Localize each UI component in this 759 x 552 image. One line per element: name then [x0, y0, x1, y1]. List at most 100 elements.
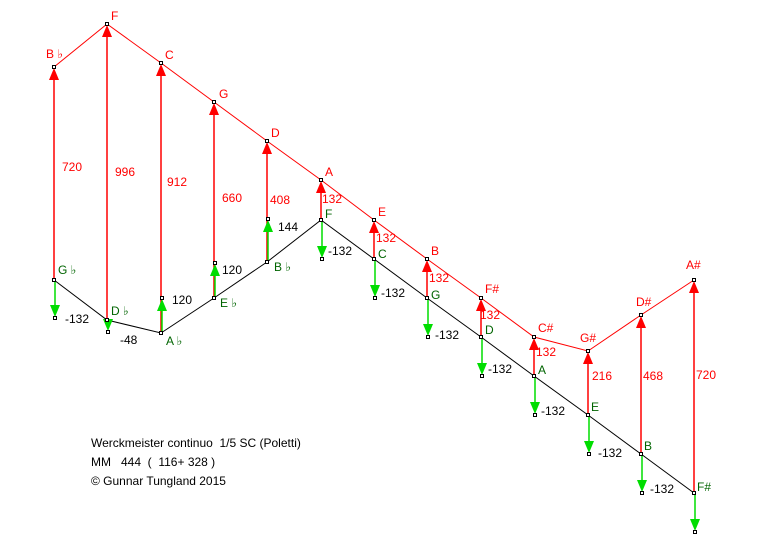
red-arrow-head-icon [156, 64, 166, 76]
node-marker [586, 349, 590, 353]
green-arrow-head-icon [690, 519, 700, 531]
column-12: A# F# 720 [686, 258, 716, 534]
red-interval-value: 132 [480, 308, 500, 322]
green-interval-value: -132 [650, 482, 674, 496]
green-interval-value: -132 [541, 404, 565, 418]
upper-note-label: G# [580, 331, 596, 345]
red-arrow-head-icon [209, 103, 219, 115]
node-marker [105, 318, 109, 322]
red-interval-value: 912 [167, 175, 187, 189]
node-marker [106, 330, 110, 334]
red-interval-value: 996 [115, 165, 135, 179]
lower-note-label: C [378, 247, 387, 261]
lower-note-label: G ♭ [58, 263, 76, 277]
node-marker [319, 218, 323, 222]
lower-note-label: B [644, 439, 652, 453]
node-marker [372, 257, 376, 261]
lower-note-label: E ♭ [220, 296, 237, 310]
node-marker [52, 65, 56, 69]
green-arrow-head-icon [584, 441, 594, 453]
node-marker [212, 100, 216, 104]
red-arrow-head-icon [316, 181, 326, 193]
node-marker [479, 296, 483, 300]
green-arrow-head-icon [210, 264, 220, 276]
green-interval-value: 144 [278, 220, 298, 234]
lower-note-label: E [591, 400, 599, 414]
upper-note-label: C [165, 48, 174, 62]
upper-note-label: A# [686, 258, 701, 272]
node-marker [53, 316, 57, 320]
upper-note-label: G [219, 87, 228, 101]
node-marker [532, 335, 536, 339]
green-arrow-head-icon [317, 246, 327, 258]
lower-note-label: D [485, 323, 494, 337]
red-interval-value: 132 [536, 345, 556, 359]
node-marker [319, 178, 323, 182]
lower-note-label: F# [697, 480, 711, 494]
node-marker [105, 22, 109, 26]
green-interval-value: -132 [381, 286, 405, 300]
red-arrow-head-icon [369, 221, 379, 233]
lower-note-label: A [538, 363, 546, 377]
node-marker [213, 261, 217, 265]
lower-note-label: A ♭ [166, 334, 182, 348]
node-marker [426, 335, 430, 339]
green-arrow-head-icon [370, 285, 380, 297]
red-arrow-head-icon [49, 68, 59, 80]
node-marker [479, 335, 483, 339]
red-arrow-head-icon [422, 260, 432, 272]
red-interval-value: 132 [429, 271, 449, 285]
red-arrow-head-icon [689, 281, 699, 293]
upper-note-label: D# [636, 295, 652, 309]
red-arrow-head-icon [476, 299, 486, 311]
red-arrow-head-icon [262, 142, 272, 154]
node-marker [265, 260, 269, 264]
green-interval-value: -132 [435, 328, 459, 342]
upper-note-label: B [431, 244, 439, 258]
green-arrow-head-icon [637, 480, 647, 492]
lower-note-label: D ♭ [111, 304, 129, 318]
column-2: C A ♭ 912 120 [156, 48, 192, 348]
red-arrow-head-icon [583, 352, 593, 364]
red-interval-value: 720 [696, 368, 716, 382]
column-0: B ♭ G ♭ 720 -132 [46, 47, 89, 326]
node-marker [639, 452, 643, 456]
node-marker [532, 374, 536, 378]
node-marker [425, 257, 429, 261]
red-arrow-head-icon [102, 25, 112, 37]
node-marker [586, 413, 590, 417]
node-marker [692, 278, 696, 282]
green-interval-value: 120 [172, 293, 192, 307]
node-marker [533, 413, 537, 417]
node-marker [480, 374, 484, 378]
green-interval-value: -132 [65, 312, 89, 326]
column-3: G E ♭ 660 120 [209, 87, 242, 310]
upper-note-label: E [378, 205, 386, 219]
red-interval-value: 660 [222, 191, 242, 205]
lower-note-label: F [325, 207, 332, 221]
upper-fifths-line [53, 23, 695, 352]
column-1: F D ♭ 996 -48 [102, 9, 138, 347]
green-interval-value: 120 [222, 263, 242, 277]
green-interval-value: -132 [598, 446, 622, 460]
node-marker [159, 61, 163, 65]
lower-note-label: B ♭ [274, 260, 291, 274]
node-marker [640, 491, 644, 495]
temperament-title: Werckmeister continuo 1/5 SC (Poletti) [91, 436, 301, 450]
node-marker [373, 296, 377, 300]
node-marker [265, 139, 269, 143]
red-interval-value: 132 [322, 192, 342, 206]
upper-note-label: F [111, 9, 118, 23]
node-marker [693, 530, 697, 534]
upper-note-label: B ♭ [46, 47, 63, 61]
upper-note-label: C# [538, 321, 554, 335]
green-arrow-head-icon [263, 220, 273, 232]
green-arrow-head-icon [423, 324, 433, 336]
green-interval-value: -48 [120, 333, 138, 347]
column-4: D B ♭ 408 144 [262, 126, 298, 274]
red-interval-value: 216 [592, 369, 612, 383]
copyright: © Gunnar Tungland 2015 [91, 474, 226, 488]
upper-note-label: F# [485, 282, 499, 296]
